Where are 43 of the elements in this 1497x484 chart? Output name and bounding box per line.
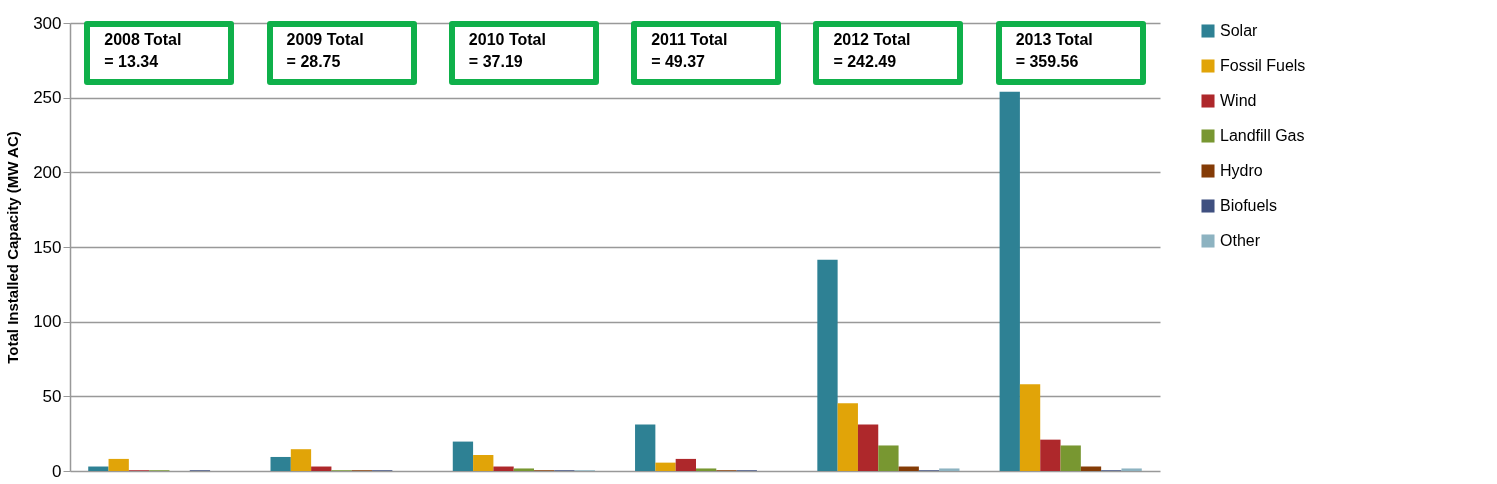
bar xyxy=(1019,384,1041,471)
bar xyxy=(290,449,312,471)
legend-label: Solar xyxy=(1220,22,1259,39)
annotation: 2009 Total = 28.75 xyxy=(286,31,364,70)
annotation: 2011 Total = 49.37 xyxy=(651,31,728,70)
bar xyxy=(675,458,696,471)
bar xyxy=(493,466,514,471)
bar xyxy=(817,259,838,471)
annotation: 2013 Total = 359.56 xyxy=(1015,31,1093,70)
legend-label: Wind xyxy=(1220,92,1257,109)
bar xyxy=(1121,468,1142,471)
legend-label: Biofuels xyxy=(1220,197,1277,214)
bar xyxy=(1060,445,1081,471)
y-tick-label: 200 xyxy=(33,162,62,182)
annotation: 2012 Total = 242.49 xyxy=(833,31,911,70)
bar xyxy=(635,424,656,471)
legend-label: Landfill Gas xyxy=(1220,127,1305,144)
bar xyxy=(270,456,291,471)
bar xyxy=(857,424,879,471)
y-tick-label: 150 xyxy=(33,237,62,257)
annotation: 2008 Total = 13.34 xyxy=(104,31,182,70)
legend-label: Hydro xyxy=(1220,162,1263,179)
bar xyxy=(1040,439,1061,471)
bar xyxy=(452,441,474,471)
bar xyxy=(695,468,717,471)
bar xyxy=(108,458,129,471)
bar xyxy=(837,403,858,471)
bar xyxy=(999,91,1020,471)
y-tick-label: 100 xyxy=(33,312,62,332)
bar xyxy=(473,455,494,471)
bar xyxy=(88,466,109,471)
y-tick-label: 0 xyxy=(52,461,62,481)
bar xyxy=(939,468,960,471)
legend-label: Other xyxy=(1220,232,1261,249)
legend-label: Fossil Fuels xyxy=(1220,57,1306,74)
y-tick-label: 50 xyxy=(42,386,62,406)
bar xyxy=(878,445,899,471)
annotation: 2010 Total = 37.19 xyxy=(468,31,546,70)
bar xyxy=(655,462,676,471)
bar xyxy=(513,468,535,471)
y-tick-label: 250 xyxy=(33,88,62,108)
y-axis-title: Total Installed Capacity (MW AC) xyxy=(4,131,22,364)
y-tick-label: 300 xyxy=(33,13,62,33)
